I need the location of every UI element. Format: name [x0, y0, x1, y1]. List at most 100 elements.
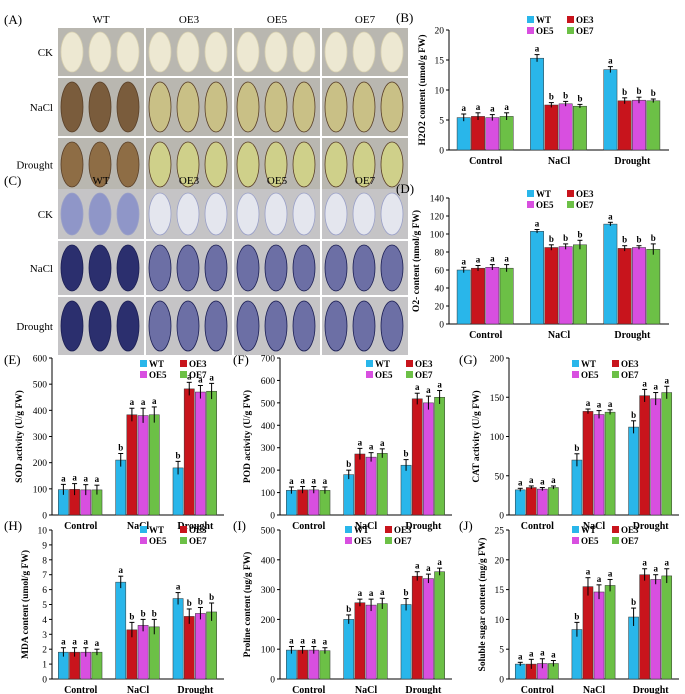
legend-swatch — [527, 201, 534, 208]
panel-label: (I) — [233, 518, 246, 533]
leaf-sample — [380, 300, 404, 352]
bar-oe5-drought — [632, 99, 646, 151]
legend-swatch — [527, 27, 534, 34]
significance-letter: a — [312, 476, 317, 486]
x-tick-label: Control — [292, 521, 325, 532]
x-tick-label: Control — [521, 521, 554, 532]
y-axis-label: SOD activity (U/g FW) — [14, 390, 25, 483]
bar-oe5-control — [485, 267, 500, 325]
y-tick-label: 3 — [42, 631, 47, 641]
significance-letter: a — [586, 567, 591, 577]
y-tick-label: 0 — [499, 676, 504, 686]
y-tick-label: 80 — [435, 249, 445, 259]
legend-label: OE3 — [621, 525, 639, 535]
bar-oe7-nacl — [604, 585, 616, 680]
bar-wt-drought — [172, 467, 184, 516]
bar-oe5-drought — [423, 402, 434, 516]
significance-letter: a — [415, 561, 420, 571]
bar-wt-control — [286, 490, 297, 516]
leaf-sample — [292, 31, 316, 73]
bar-oe7-drought — [206, 611, 217, 680]
significance-letter: b — [549, 92, 554, 102]
bar-wt-control — [456, 269, 471, 325]
significance-letter: b — [622, 87, 627, 97]
bar-oe7-nacl — [148, 626, 160, 680]
leaf-sample — [148, 141, 172, 188]
leaf-sample — [88, 300, 112, 352]
bar-wt-nacl — [115, 581, 127, 680]
significance-letter: a — [289, 476, 294, 486]
bar-oe7-control — [548, 487, 559, 516]
leaf-sample — [148, 244, 172, 292]
y-tick-label: 5 — [439, 117, 444, 127]
leaf-sample — [204, 31, 228, 73]
chart-f: (F) 0 100 200 300 400 500 600 700 POD activity (U… — [233, 352, 452, 532]
y-tick-label: 500 — [33, 381, 48, 391]
significance-letter: a — [504, 254, 509, 264]
legend-swatch — [527, 16, 534, 23]
x-tick-label: Drought — [633, 685, 670, 694]
legend-swatch — [612, 526, 619, 533]
significance-letter: a — [586, 398, 591, 408]
significance-letter: a — [437, 380, 442, 390]
legend-label: OE5 — [536, 26, 554, 36]
leaf-sample — [176, 192, 200, 236]
significance-letter: b — [141, 608, 146, 618]
leaf-sample — [116, 31, 140, 73]
x-tick-label: NaCl — [583, 685, 605, 694]
significance-letter: a — [323, 637, 328, 647]
bar-oe3-drought — [639, 395, 650, 516]
y-tick-label: 600 — [261, 377, 276, 387]
significance-letter: a — [608, 56, 613, 66]
y-tick-label: 10 — [495, 616, 505, 626]
y-axis-label: H2O2 content (umol/g FW) — [417, 34, 428, 145]
legend-label: OE3 — [415, 359, 433, 369]
leaf-sample — [352, 81, 376, 133]
leaf-sample — [352, 192, 376, 236]
significance-letter: a — [437, 557, 442, 567]
bar-wt-drought — [628, 426, 639, 516]
bar-oe3-drought — [639, 574, 650, 680]
significance-letter: a — [209, 372, 214, 382]
bar-oe5-control — [308, 649, 320, 680]
legend-swatch — [140, 371, 147, 378]
bar-oe5-drought — [650, 579, 661, 680]
leaf-sample — [324, 31, 348, 73]
significance-letter: b — [563, 233, 568, 243]
significance-letter: a — [597, 400, 602, 410]
legend-swatch — [366, 360, 373, 367]
bar-oe5-nacl — [365, 604, 377, 680]
y-tick-label: 8 — [42, 556, 47, 566]
legend-label: WT — [536, 15, 551, 25]
bar-oe3-nacl — [582, 411, 594, 516]
photo-panel-c: (C) WT OE3 OE5 OE7 CK NaCl Drought — [4, 173, 408, 355]
leaf-sample — [380, 244, 404, 292]
y-tick-label: 600 — [33, 355, 48, 365]
y-tick-label: 40 — [435, 285, 445, 295]
bar-oe7-drought — [661, 575, 673, 680]
legend-label: OE5 — [149, 370, 167, 380]
x-tick-label: Control — [521, 685, 554, 694]
significance-letter: b — [631, 410, 636, 420]
y-tick-label: 400 — [33, 407, 48, 417]
photo-column-header: OE5 — [267, 14, 288, 26]
bar-oe3-nacl — [582, 586, 594, 680]
significance-letter: a — [597, 574, 602, 584]
bar-wt-drought — [628, 616, 639, 680]
significance-letter: a — [461, 103, 466, 113]
legend-label: WT — [581, 359, 596, 369]
bar-wt-control — [514, 489, 526, 516]
significance-letter: a — [152, 396, 157, 406]
panel-label: (G) — [459, 352, 477, 367]
legend-label: OE3 — [189, 359, 207, 369]
significance-letter: b — [129, 611, 134, 621]
legend-label: OE7 — [415, 370, 433, 380]
significance-letter: a — [141, 397, 146, 407]
significance-letter: b — [152, 608, 157, 618]
x-tick-label: Drought — [405, 521, 442, 532]
bar-oe5-nacl — [558, 246, 573, 325]
legend-swatch — [572, 537, 579, 544]
bar-oe3-control — [471, 116, 485, 151]
significance-letter: a — [664, 558, 669, 568]
photo-row-label: Drought — [16, 160, 53, 172]
